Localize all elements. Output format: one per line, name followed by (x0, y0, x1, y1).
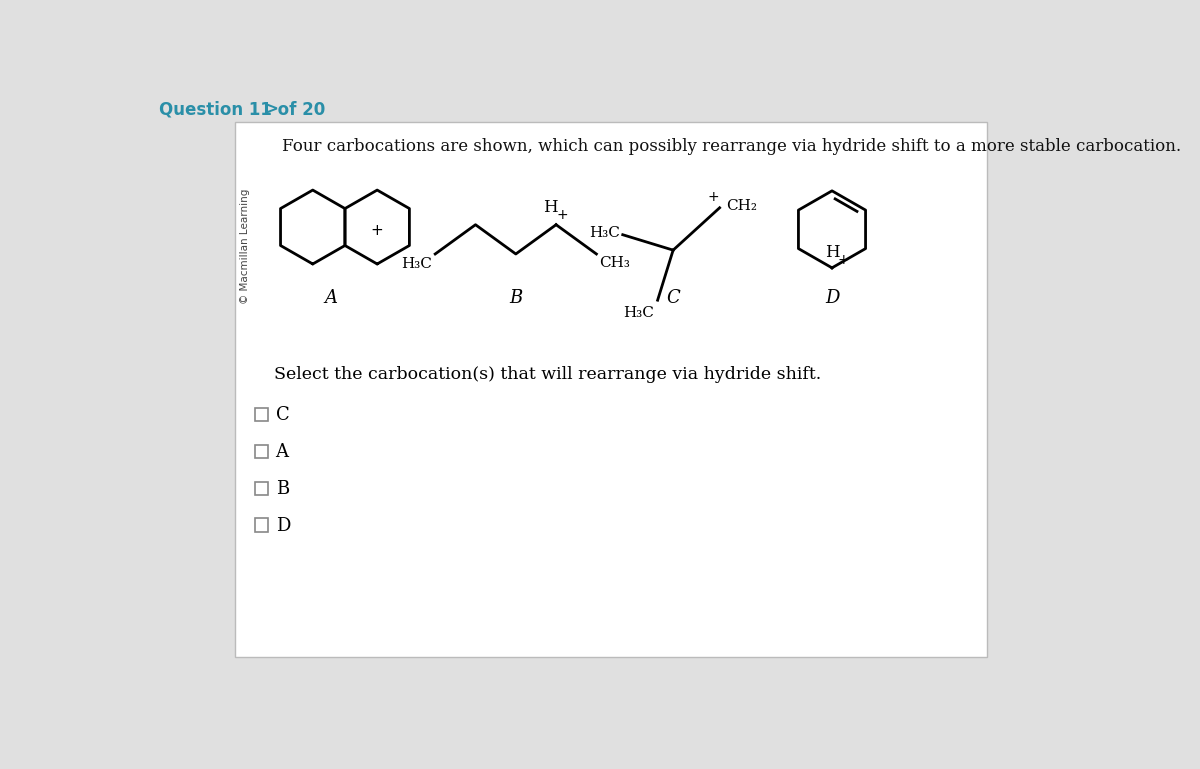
Text: D: D (824, 288, 839, 307)
Text: Four carbocations are shown, which can possibly rearrange via hydride shift to a: Four carbocations are shown, which can p… (282, 138, 1181, 155)
Bar (254, 444, 268, 458)
Text: C: C (666, 288, 680, 307)
Text: Question 11 of 20: Question 11 of 20 (160, 100, 325, 118)
Text: Select the carbocation(s) that will rearrange via hydride shift.: Select the carbocation(s) that will rear… (274, 365, 821, 383)
Text: H: H (542, 199, 557, 216)
Text: H₃C: H₃C (589, 226, 620, 240)
Text: H: H (824, 244, 839, 261)
Text: +: + (371, 223, 384, 238)
Text: H₃C: H₃C (401, 257, 432, 271)
Text: © Macmillan Learning: © Macmillan Learning (240, 188, 250, 304)
Text: CH₂: CH₂ (726, 199, 757, 213)
Text: +: + (708, 190, 719, 204)
Text: +: + (838, 253, 848, 267)
Text: B: B (276, 480, 289, 498)
Bar (254, 481, 268, 494)
Bar (254, 518, 268, 531)
Text: >: > (265, 100, 278, 118)
Text: A: A (325, 288, 338, 307)
Text: +: + (557, 208, 568, 222)
Text: B: B (509, 288, 522, 307)
Text: A: A (276, 443, 288, 461)
Bar (254, 408, 268, 421)
Text: C: C (276, 406, 289, 424)
FancyBboxPatch shape (235, 122, 986, 657)
Text: D: D (276, 517, 290, 534)
Text: H₃C: H₃C (623, 306, 654, 321)
Text: CH₃: CH₃ (600, 255, 630, 269)
